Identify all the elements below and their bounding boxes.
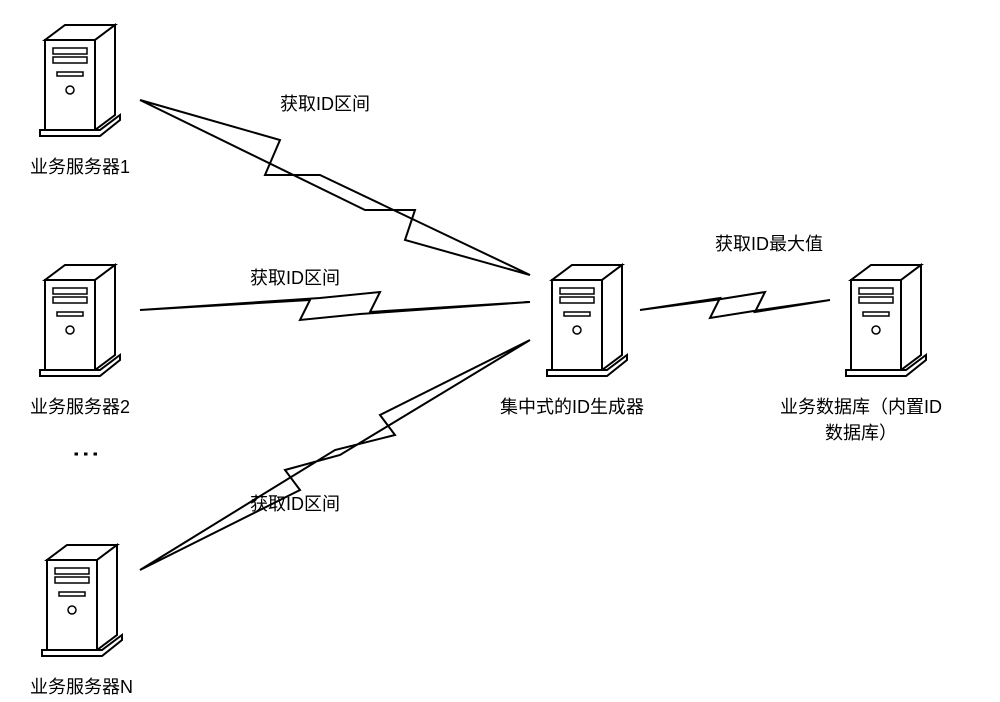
database-node: 业务数据库（内置ID 数据库） xyxy=(830,260,942,445)
server-node-n: 业务服务器N xyxy=(30,540,133,699)
server-node-2: 业务服务器2 xyxy=(30,260,130,419)
server-label: 业务服务器1 xyxy=(30,153,130,179)
ellipsis-icon: ⋮ xyxy=(70,440,103,472)
server-icon xyxy=(841,260,931,380)
edge-label-1: 获取ID区间 xyxy=(280,90,370,116)
edge-label-3: 获取ID区间 xyxy=(250,490,340,516)
edge-label-2: 获取ID区间 xyxy=(250,264,340,290)
server-node-1: 业务服务器1 xyxy=(30,20,130,179)
database-label: 业务数据库（内置ID 数据库） xyxy=(780,393,942,445)
server-icon xyxy=(35,20,125,140)
server-icon xyxy=(37,540,127,660)
id-generator-node: 集中式的ID生成器 xyxy=(530,260,644,419)
server-icon xyxy=(35,260,125,380)
server-label: 业务服务器2 xyxy=(30,393,130,419)
edge-label-4: 获取ID最大值 xyxy=(715,230,823,256)
server-label: 业务服务器N xyxy=(30,673,133,699)
server-icon xyxy=(542,260,632,380)
id-generator-label: 集中式的ID生成器 xyxy=(500,393,644,419)
